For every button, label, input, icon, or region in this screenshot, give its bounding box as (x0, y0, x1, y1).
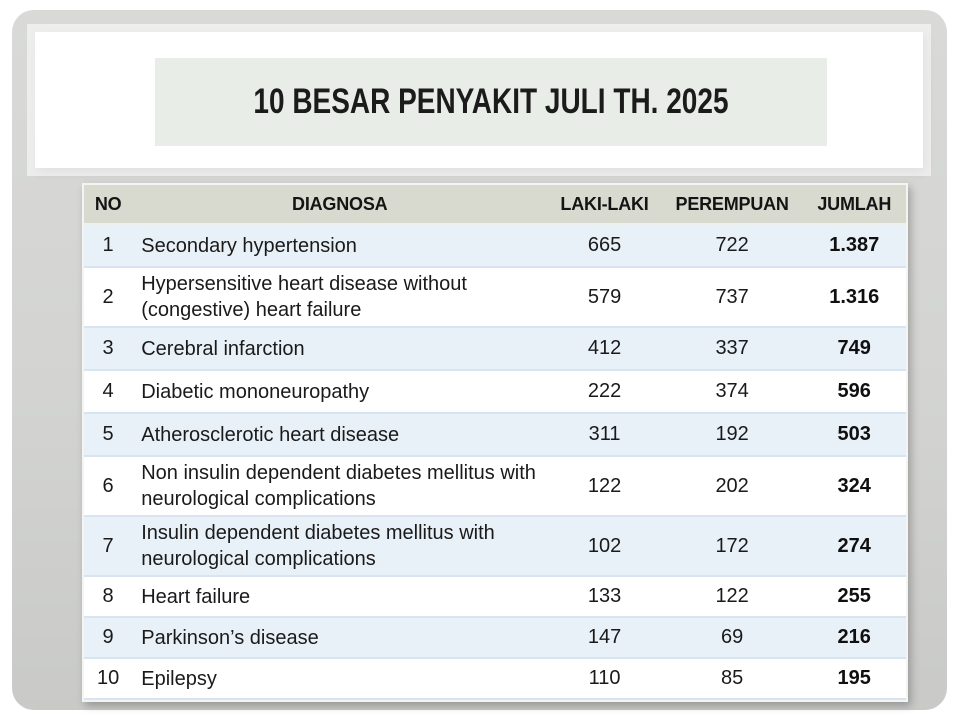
cell-no: 3 (84, 327, 133, 371)
cell-diagnosa: Non insulin dependent diabetes mellitus … (132, 456, 548, 517)
disease-table-grid: NO DIAGNOSA LAKI-LAKI PEREMPUAN JUMLAH 1… (84, 185, 906, 700)
cell-laki-laki: 412 (547, 327, 662, 371)
cell-perempuan: 122 (661, 576, 803, 618)
cell-perempuan: 202 (661, 456, 803, 517)
cell-perempuan: 85 (661, 658, 803, 700)
cell-laki-laki: 665 (547, 224, 662, 268)
cell-diagnosa: Secondary hypertension (132, 224, 548, 268)
cell-perempuan: 69 (661, 617, 803, 659)
table-row: 10 Epilepsy 110 85 195 (84, 658, 906, 700)
cell-laki-laki: 147 (547, 617, 662, 659)
cell-jumlah: 1.316 (802, 267, 906, 328)
cell-no: 5 (84, 413, 133, 457)
title-panel: 10 BESAR PENYAKIT JULI TH. 2025 (35, 32, 923, 168)
cell-diagnosa: Hypersensitive heart disease without (co… (132, 267, 548, 328)
table-row: 3 Cerebral infarction 412 337 749 (84, 327, 906, 371)
cell-no: 7 (84, 516, 133, 577)
cell-no: 8 (84, 576, 133, 618)
table-row: 1 Secondary hypertension 665 722 1.387 (84, 224, 906, 268)
cell-jumlah: 1.387 (802, 224, 906, 268)
cell-diagnosa: Atherosclerotic heart disease (132, 413, 548, 457)
cell-diagnosa: Heart failure (132, 576, 548, 618)
cell-no: 4 (84, 370, 133, 414)
cell-jumlah: 596 (802, 370, 906, 414)
cell-jumlah: 274 (802, 516, 906, 577)
table-row: 6 Non insulin dependent diabetes mellitu… (84, 456, 906, 517)
cell-perempuan: 374 (661, 370, 803, 414)
cell-perempuan: 192 (661, 413, 803, 457)
cell-no: 10 (84, 658, 133, 700)
cell-jumlah: 324 (802, 456, 906, 517)
column-header-no: NO (84, 185, 133, 225)
cell-diagnosa: Epilepsy (132, 658, 548, 700)
table-header-row: NO DIAGNOSA LAKI-LAKI PEREMPUAN JUMLAH (84, 185, 906, 225)
cell-no: 2 (84, 267, 133, 328)
cell-perempuan: 737 (661, 267, 803, 328)
disease-table: NO DIAGNOSA LAKI-LAKI PEREMPUAN JUMLAH 1… (82, 183, 908, 702)
cell-laki-laki: 102 (547, 516, 662, 577)
cell-laki-laki: 122 (547, 456, 662, 517)
column-header-diagnosa: DIAGNOSA (132, 185, 548, 225)
cell-diagnosa: Diabetic mononeuropathy (132, 370, 548, 414)
table-row: 7 Insulin dependent diabetes mellitus wi… (84, 516, 906, 577)
column-header-laki-laki: LAKI-LAKI (547, 185, 662, 225)
cell-jumlah: 503 (802, 413, 906, 457)
cell-jumlah: 195 (802, 658, 906, 700)
cell-laki-laki: 222 (547, 370, 662, 414)
cell-laki-laki: 133 (547, 576, 662, 618)
table-row: 8 Heart failure 133 122 255 (84, 576, 906, 618)
cell-perempuan: 337 (661, 327, 803, 371)
cell-no: 6 (84, 456, 133, 517)
cell-jumlah: 255 (802, 576, 906, 618)
cell-diagnosa: Parkinson’s disease (132, 617, 548, 659)
cell-perempuan: 722 (661, 224, 803, 268)
cell-laki-laki: 110 (547, 658, 662, 700)
table-row: 9 Parkinson’s disease 147 69 216 (84, 617, 906, 659)
cell-laki-laki: 579 (547, 267, 662, 328)
cell-diagnosa: Cerebral infarction (132, 327, 548, 371)
table-row: 5 Atherosclerotic heart disease 311 192 … (84, 413, 906, 457)
cell-no: 1 (84, 224, 133, 268)
table-row: 2 Hypersensitive heart disease without (… (84, 267, 906, 328)
slide-title: 10 BESAR PENYAKIT JULI TH. 2025 (253, 82, 729, 121)
cell-perempuan: 172 (661, 516, 803, 577)
title-box: 10 BESAR PENYAKIT JULI TH. 2025 (155, 58, 827, 146)
column-header-jumlah: JUMLAH (802, 185, 906, 225)
cell-laki-laki: 311 (547, 413, 662, 457)
cell-jumlah: 216 (802, 617, 906, 659)
table-row: 4 Diabetic mononeuropathy 222 374 596 (84, 370, 906, 414)
cell-no: 9 (84, 617, 133, 659)
cell-jumlah: 749 (802, 327, 906, 371)
cell-diagnosa: Insulin dependent diabetes mellitus with… (132, 516, 548, 577)
column-header-perempuan: PEREMPUAN (661, 185, 803, 225)
